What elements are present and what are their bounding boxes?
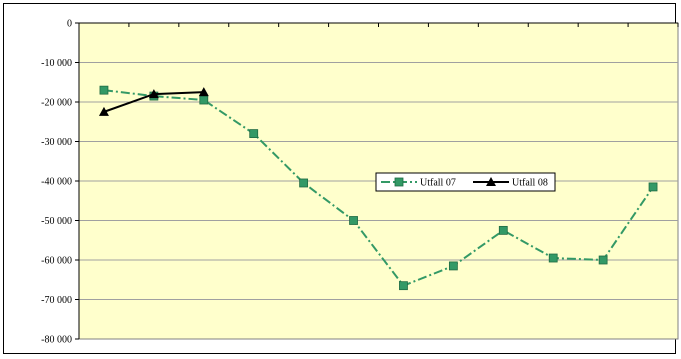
data-point: [249, 129, 259, 139]
axes: [78, 22, 679, 339]
data-point: [99, 85, 109, 95]
y-tick-label: -30 000: [41, 137, 72, 148]
y-tick-label: -10 000: [41, 58, 72, 69]
series-2: [98, 87, 209, 116]
y-tick-label: -20 000: [41, 98, 72, 109]
data-point: [399, 281, 408, 291]
legend-label: Utfall 08: [512, 178, 548, 189]
data-point: [448, 261, 458, 271]
data-point: [598, 255, 608, 265]
legend-label: Utfall 07: [420, 178, 456, 189]
data-point: [198, 87, 209, 97]
data-point: [98, 106, 109, 116]
y-tick-label: 0: [67, 19, 72, 30]
legend-box: [375, 172, 556, 192]
legend-marker: [394, 177, 404, 187]
data-point: [648, 182, 658, 192]
series-layer: [98, 85, 658, 291]
data-point: [498, 225, 508, 235]
data-point: [299, 178, 309, 188]
y-tick-label: -80 000: [41, 335, 72, 346]
legend: Utfall 07 Utfall 08: [375, 172, 556, 192]
y-tick-label: -40 000: [41, 177, 72, 188]
y-axis-ticks: 0 -10 000 -20 000 -30 000 -40 000 -50 000 -60 …: [41, 19, 79, 346]
series-line: [103, 89, 654, 287]
data-point: [548, 253, 558, 263]
data-point: [199, 95, 209, 105]
data-point: [148, 89, 159, 99]
data-point: [349, 216, 358, 225]
y-tick-label: -60 000: [41, 256, 72, 267]
y-tick-label: -50 000: [41, 216, 72, 227]
legend-marker: [486, 177, 496, 186]
y-tick-label: -70 000: [41, 295, 72, 306]
